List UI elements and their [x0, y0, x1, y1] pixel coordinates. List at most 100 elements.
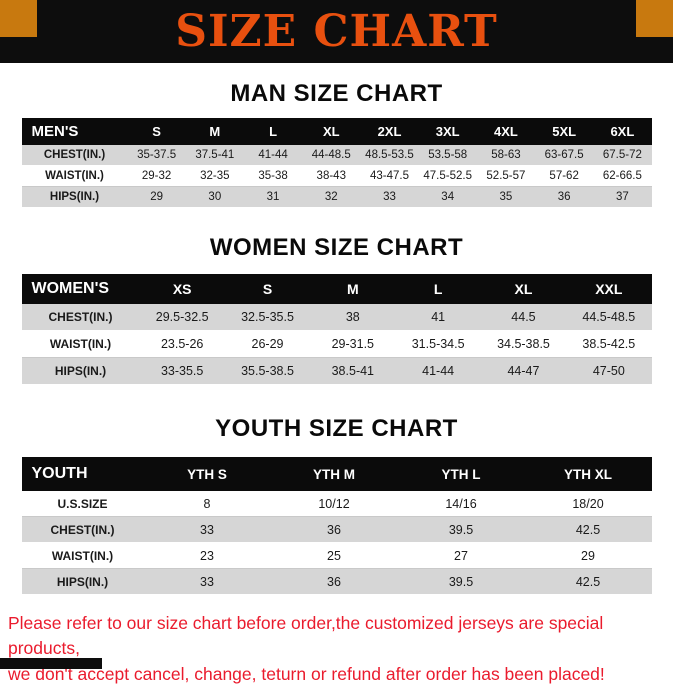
size-value-cell: 38-43: [316, 170, 346, 182]
size-value-cell: 29-31.5: [331, 337, 375, 351]
size-value-cell: 25: [327, 548, 341, 563]
youth-size-table: YOUTH YTH S YTH M YTH L YTH XL U.S.SIZE …: [21, 457, 652, 595]
bottom-left-block: [0, 658, 102, 669]
footer-note-line1: Please refer to our size chart before or…: [8, 613, 604, 659]
size-value-cell: 35-38: [258, 170, 288, 182]
size-value-cell: 23.5-26: [160, 337, 204, 351]
size-column-header: YTH S: [187, 466, 227, 482]
size-value-cell: 44-48.5: [311, 149, 351, 161]
banner: SIZE CHART: [0, 0, 673, 63]
size-value-cell: 29.5-32.5: [155, 310, 209, 324]
corner-square-right: [636, 0, 673, 37]
size-value-cell: 38.5-41: [331, 364, 375, 378]
size-value-cell: 31: [266, 191, 280, 203]
size-value-cell: 42.5: [575, 522, 601, 537]
size-value-cell: 10/12: [318, 496, 350, 511]
size-value-cell: 39.5: [448, 574, 474, 589]
size-column-header: S: [262, 281, 273, 297]
size-value-cell: 8: [203, 496, 211, 511]
size-value-cell: 32.5-35.5: [241, 310, 294, 324]
size-column-header: XL: [322, 124, 340, 139]
row-label-cell: U.S.SIZE: [57, 496, 108, 511]
youth-table-title: YOUTH: [31, 465, 88, 482]
size-column-header: 6XL: [610, 124, 635, 139]
size-value-cell: 36: [327, 574, 341, 589]
men-table-title: MEN'S: [31, 123, 79, 140]
size-column-header: 2XL: [377, 124, 402, 139]
size-value-cell: 29-32: [141, 170, 172, 182]
men-hips-row: HIPS(IN.) 29 30 31 32 33 34 35 36 37: [21, 186, 652, 208]
size-value-cell: 38: [345, 310, 360, 324]
row-label-cell: WAIST(IN.): [51, 548, 114, 563]
size-column-header: YTH XL: [563, 466, 612, 482]
size-column-header: XL: [514, 281, 533, 297]
men-waist-row: WAIST(IN.) 29-32 32-35 35-38 38-43 43-47…: [21, 165, 652, 187]
men-size-table: MEN'S S M L XL 2XL 3XL 4XL 5XL 6XL CHEST…: [21, 118, 652, 208]
size-value-cell: 44.5: [511, 310, 536, 324]
men-chest-row: CHEST(IN.) 35-37.5 37.5-41 41-44 44-48.5…: [21, 145, 652, 166]
size-column-header: XXL: [595, 281, 623, 297]
size-column-header: YTH M: [313, 466, 355, 482]
size-column-header: S: [152, 124, 161, 139]
size-value-cell: 47.5-52.5: [423, 170, 472, 182]
size-column-header: 4XL: [494, 124, 518, 139]
size-value-cell: 27: [454, 548, 468, 563]
size-value-cell: 41-44: [258, 149, 288, 161]
size-column-header: M: [209, 124, 221, 139]
women-header-row: WOMEN'S XS S M L XL XXL: [21, 274, 652, 304]
size-value-cell: 47-50: [592, 364, 625, 378]
row-label-cell: WAIST(IN.): [49, 337, 112, 351]
size-value-cell: 34.5-38.5: [497, 337, 550, 351]
size-value-cell: 14/16: [445, 496, 477, 511]
youth-chest-row: CHEST(IN.) 33 36 39.5 42.5: [21, 516, 652, 543]
size-value-cell: 39.5: [448, 522, 474, 537]
size-value-cell: 37: [615, 191, 629, 203]
size-value-cell: 35: [499, 191, 513, 203]
size-value-cell: 29: [581, 548, 595, 563]
size-column-header: XS: [172, 281, 192, 297]
size-value-cell: 36: [557, 191, 571, 203]
row-label-cell: HIPS(IN.): [56, 574, 109, 589]
row-label-cell: HIPS(IN.): [54, 364, 107, 378]
size-value-cell: 62-66.5: [602, 170, 642, 182]
youth-waist-row: WAIST(IN.) 23 25 27 29: [21, 542, 652, 569]
size-value-cell: 44.5-48.5: [582, 310, 636, 324]
women-chest-row: CHEST(IN.) 29.5-32.5 32.5-35.5 38 41 44.…: [21, 304, 652, 331]
size-value-cell: 43-47.5: [369, 170, 409, 182]
size-column-header: 5XL: [552, 124, 577, 139]
youth-ussize-row: U.S.SIZE 8 10/12 14/16 18/20: [21, 491, 652, 517]
row-label-cell: CHEST(IN.): [50, 522, 115, 537]
size-column-header: 3XL: [435, 124, 460, 139]
size-column-header: L: [269, 124, 278, 139]
size-value-cell: 32: [324, 191, 338, 203]
row-label-cell: WAIST(IN.): [45, 170, 104, 182]
men-header-row: MEN'S S M L XL 2XL 3XL 4XL 5XL 6XL: [21, 118, 652, 145]
women-waist-row: WAIST(IN.) 23.5-26 26-29 29-31.5 31.5-34…: [21, 330, 652, 358]
size-value-cell: 33: [383, 191, 396, 203]
size-value-cell: 41-44: [422, 364, 455, 378]
size-value-cell: 48.5-53.5: [365, 149, 414, 161]
size-value-cell: 58-63: [491, 149, 521, 161]
size-value-cell: 33: [200, 574, 214, 589]
size-value-cell: 44-47: [507, 364, 540, 378]
size-value-cell: 35.5-38.5: [241, 364, 294, 378]
size-value-cell: 41: [431, 310, 446, 324]
row-label-cell: CHEST(IN.): [48, 310, 113, 324]
size-column-header: M: [346, 281, 359, 297]
youth-header-row: YOUTH YTH S YTH M YTH L YTH XL: [21, 457, 652, 491]
size-value-cell: 29: [150, 191, 163, 203]
women-section-heading: WOMEN SIZE CHART: [209, 234, 464, 261]
youth-hips-row: HIPS(IN.) 33 36 39.5 42.5: [21, 568, 652, 595]
row-label-cell: HIPS(IN.): [49, 191, 100, 203]
size-value-cell: 23: [200, 548, 214, 563]
youth-section-heading: YOUTH SIZE CHART: [215, 415, 458, 442]
men-section-heading: MAN SIZE CHART: [230, 80, 443, 107]
size-value-cell: 52.5-57: [486, 170, 526, 182]
size-value-cell: 53.5-58: [428, 149, 468, 161]
footer-note: Please refer to our size chart before or…: [8, 611, 665, 687]
women-table-title: WOMEN'S: [31, 280, 110, 297]
size-value-cell: 35-37.5: [137, 149, 177, 161]
size-value-cell: 33-35.5: [160, 364, 204, 378]
size-value-cell: 67.5-72: [602, 149, 642, 161]
